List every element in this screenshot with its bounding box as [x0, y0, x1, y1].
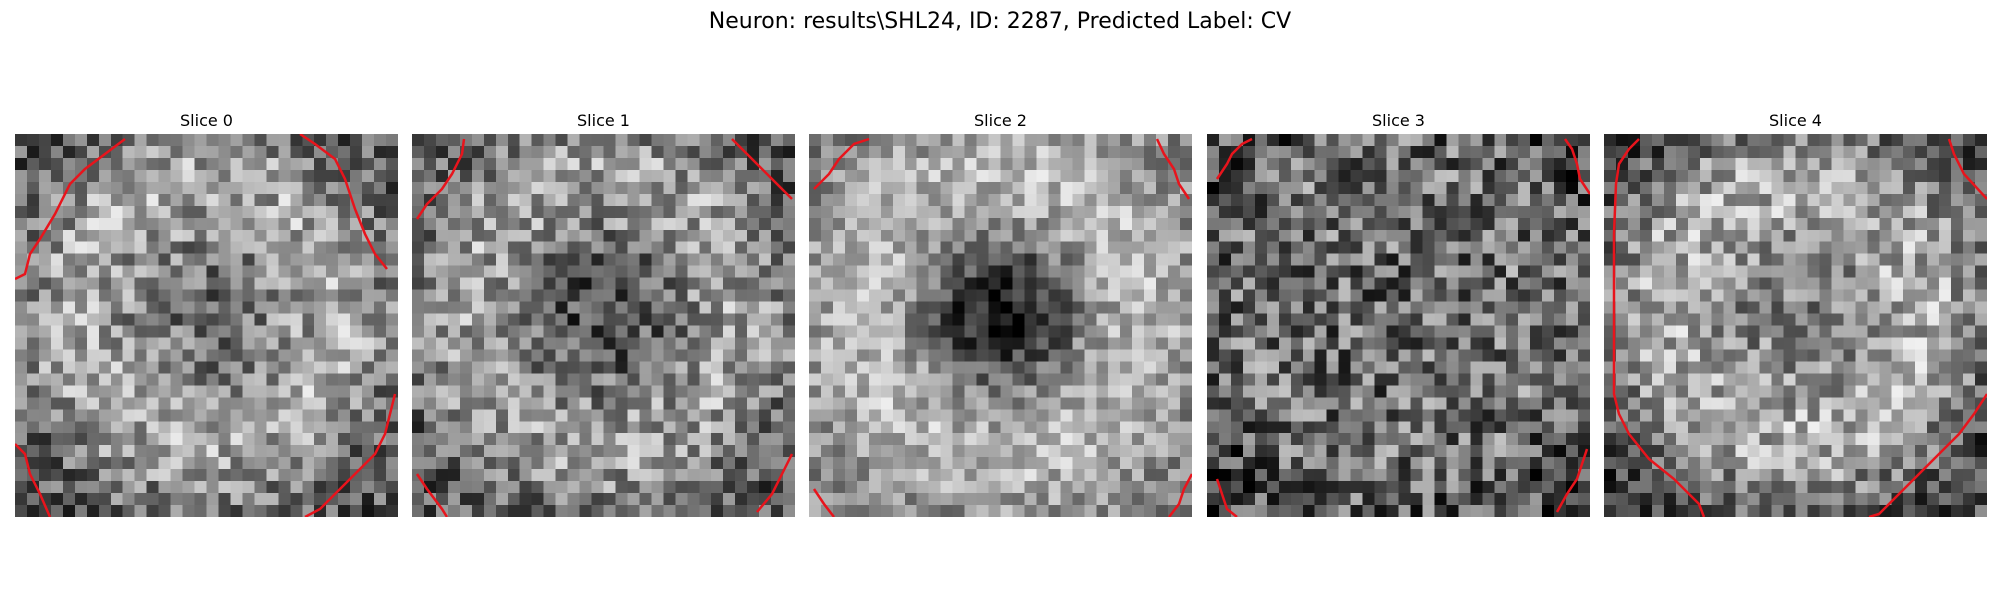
roi-contour-segment	[731, 138, 793, 200]
roi-contour-segment	[1168, 473, 1192, 517]
roi-contour-segment	[813, 137, 870, 190]
figure-title: Neuron: results\SHL24, ID: 2287, Predict…	[708, 9, 1292, 34]
roi-contour-segment	[15, 138, 126, 281]
slice-title: Slice 0	[180, 111, 233, 130]
slice-panel-4: Slice 4	[1604, 108, 1987, 517]
roi-contour-segment	[812, 488, 835, 517]
slice-title: Slice 4	[1769, 111, 1822, 130]
roi-contour-segment	[415, 473, 449, 517]
roi-contour-segment	[1215, 478, 1238, 517]
roi-contour-segment	[1612, 138, 1706, 517]
slice-panel-1: Slice 1	[412, 108, 795, 517]
roi-contour	[1215, 137, 1590, 517]
roi-contour-segment	[1155, 138, 1191, 200]
slice-title: Slice 3	[1372, 111, 1425, 130]
roi-contour-segment	[15, 443, 52, 517]
slice-image	[1604, 134, 1987, 517]
slice-image	[1207, 134, 1590, 517]
roi-contour-segment	[1868, 393, 1987, 517]
roi-contour-segment	[1555, 448, 1589, 513]
slice-title: Slice 1	[577, 111, 630, 130]
roi-contour	[1612, 138, 1987, 517]
slice-image	[15, 134, 398, 517]
roi-contour	[812, 137, 1192, 517]
slice-image	[809, 134, 1192, 517]
roi-contour-segment	[304, 393, 397, 517]
roi-contour-segment	[299, 134, 388, 270]
roi-contour-segment	[415, 138, 466, 220]
slice-title: Slice 2	[974, 111, 1027, 130]
slice-panel-2: Slice 2	[809, 108, 1192, 517]
roi-contour-segment	[1947, 138, 1987, 200]
slice-image	[412, 134, 795, 517]
slice-panel-3: Slice 3	[1207, 108, 1590, 517]
slice-panel-0: Slice 0	[15, 108, 398, 517]
roi-contour-segment	[1563, 138, 1590, 195]
roi-contour	[15, 134, 397, 517]
roi-contour-segment	[1215, 137, 1253, 180]
roi-contour-segment	[756, 453, 794, 513]
roi-contour	[415, 138, 794, 517]
